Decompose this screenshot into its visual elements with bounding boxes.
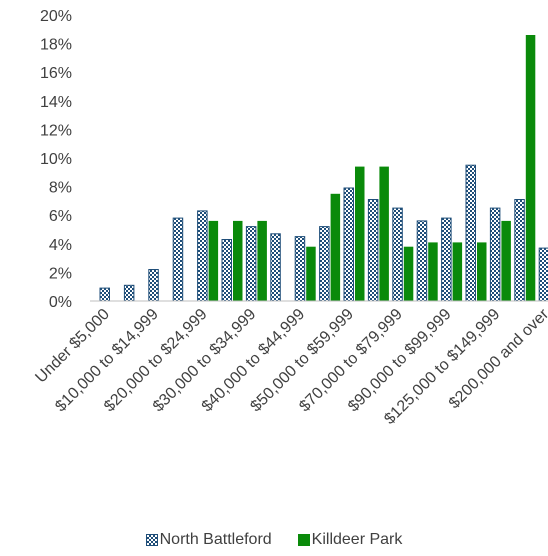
bar-north-battleford (123, 284, 135, 302)
bar-north-battleford (416, 220, 428, 302)
bar-north-battleford (392, 207, 403, 302)
bar-north-battleford (514, 199, 525, 302)
bar-killdeer-park (452, 242, 463, 301)
bar-north-battleford (367, 199, 379, 302)
bar-killdeer-park (428, 242, 438, 301)
bar-north-battleford (319, 226, 330, 302)
bars (99, 35, 548, 302)
y-tick-label: 14% (40, 94, 72, 111)
bar-north-battleford (172, 217, 184, 302)
bar-north-battleford (197, 210, 208, 302)
bar-killdeer-park (501, 220, 511, 301)
bar-north-battleford (99, 287, 110, 302)
y-tick-label: 12% (40, 122, 72, 139)
bar-killdeer-park (525, 35, 536, 301)
legend-label-north-battleford: North Battleford (159, 531, 272, 548)
bar-killdeer-park (379, 166, 389, 301)
bar-killdeer-park (330, 193, 341, 302)
bar-north-battleford (441, 217, 452, 302)
legend-swatch-killdeer-park (297, 534, 310, 546)
bar-killdeer-park (208, 220, 219, 301)
y-tick-label: 2% (49, 265, 72, 282)
bar-killdeer-park (306, 246, 316, 301)
bar-north-battleford (221, 239, 232, 302)
y-tick-label: 20% (40, 8, 72, 25)
legend-item-north-battleford: North Battleford (145, 531, 272, 549)
bar-killdeer-park (355, 166, 365, 301)
y-tick-label: 8% (49, 180, 72, 197)
bar-north-battleford (294, 236, 306, 302)
bar-north-battleford (489, 207, 501, 302)
y-tick-label: 6% (49, 208, 72, 225)
legend: North Battleford Killdeer Park (0, 528, 548, 552)
bar-north-battleford (148, 269, 159, 302)
legend-label-killdeer-park: Killdeer Park (311, 531, 403, 548)
bar-north-battleford (465, 164, 476, 302)
legend-item-killdeer-park: Killdeer Park (297, 531, 403, 549)
y-tick-label: 4% (49, 237, 72, 254)
y-tick-label: 16% (40, 65, 72, 82)
bar-killdeer-park (257, 220, 267, 301)
legend-swatch-north-battleford (145, 534, 158, 546)
bar-north-battleford (270, 233, 281, 302)
bar-north-battleford (245, 226, 257, 302)
y-axis: 0% 2% 4% 6% 8% 10% 12% 14% 16% 18% 20% (40, 8, 72, 311)
bar-north-battleford (538, 247, 548, 302)
bar-killdeer-park (477, 242, 487, 301)
bar-killdeer-park (233, 220, 243, 301)
y-tick-label: 0% (49, 294, 72, 311)
y-tick-label: 10% (40, 151, 72, 168)
x-axis-labels: Under $5,000$10,000 to $14,999$20,000 to… (32, 305, 548, 428)
bar-killdeer-park (403, 246, 414, 301)
y-tick-label: 18% (40, 37, 72, 54)
bar-north-battleford (343, 187, 354, 302)
